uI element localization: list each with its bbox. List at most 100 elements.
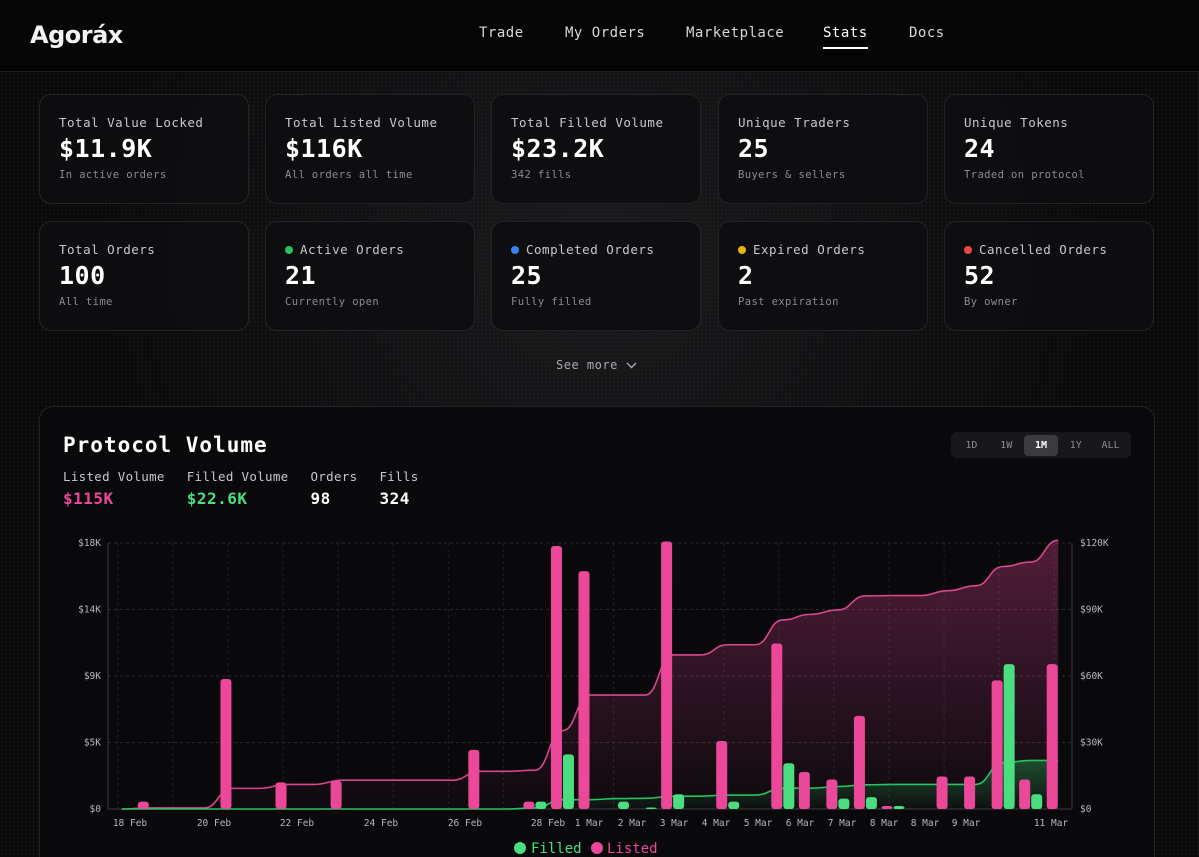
stat-label: Unique Tokens [964,115,1069,130]
y-tick-label-left: $18K [78,538,101,549]
expired-status-dot-icon [738,245,746,254]
stat-value: 24 [964,134,996,163]
stat-subtext: Past expiration [738,296,839,308]
stat-subtext: Buyers & sellers [738,169,846,181]
nav-my-orders[interactable]: My Orders [565,25,646,41]
stat-value: $116K [285,134,363,163]
listed-bar [1046,664,1058,809]
agorax-logo[interactable]: Agoráx [30,20,123,50]
time-range-selector: 1D 1W 1M 1Y ALL [951,432,1131,458]
cumulative-filled-line [121,759,1059,810]
filled-bar [645,807,657,809]
stat-subtext: All time [59,296,113,308]
listed-bar [550,545,562,809]
range-all-button[interactable]: ALL [1101,439,1120,451]
range-1w-button[interactable]: 1W [1000,439,1013,451]
listed-bar [330,780,342,809]
range-1y-button[interactable]: 1Y [1069,439,1082,451]
range-1m-button[interactable]: 1M [1023,434,1059,456]
stat-subtext: Fully filled [511,296,592,308]
x-tick-label: 22 Feb [280,818,315,829]
metric-label: Orders [310,469,358,484]
x-tick-label: 3 Mar [660,818,689,829]
listed-bar [964,776,976,809]
x-tick-label: 7 Mar [828,818,857,829]
listed-bar [853,715,865,809]
stat-card-unique-tokens: Unique Tokens 24 Traded on protocol [944,94,1154,204]
metric-value: 324 [379,489,410,508]
metric-label: Fills [379,469,419,484]
stat-subtext: Traded on protocol [964,169,1085,181]
stat-label: Expired Orders [753,242,866,257]
x-tick-label: 2 Mar [618,818,647,829]
listed-bar [1019,779,1031,809]
stat-card-cancelled-orders: Cancelled Orders 52 By owner [944,221,1154,331]
active-status-dot-icon [285,245,293,254]
nav-marketplace[interactable]: Marketplace [686,25,785,41]
metric-value: $115K [63,489,114,508]
nav-docs[interactable]: Docs [909,25,945,41]
listed-bar [771,643,783,809]
stat-value: 2 [738,261,754,290]
x-tick-label: 18 Feb [113,818,148,829]
x-tick-label: 5 Mar [744,818,773,829]
filled-bar [562,754,574,809]
chevron-down-icon [626,362,637,368]
range-1d-button[interactable]: 1D [965,439,978,451]
completed-status-dot-icon [511,245,519,254]
x-tick-label: 24 Feb [364,818,399,829]
listed-bar [137,801,149,809]
stat-subtext: In active orders [59,169,167,181]
y-tick-label-left: $0 [90,804,102,815]
see-more-button[interactable]: See more [556,358,637,372]
stat-card-completed-orders: Completed Orders 25 Fully filled [491,221,701,331]
listed-bar [468,749,480,809]
x-tick-label: 8 Mar [911,818,940,829]
filled-bar [535,801,547,809]
cancelled-status-dot-icon [964,245,972,254]
listed-bar [661,541,673,809]
x-tick-label: 28 Feb [531,818,566,829]
metric-filled-volume: Filled Volume $22.6K [187,469,289,508]
stat-label: Total Listed Volume [285,115,438,130]
stat-subtext: Currently open [285,296,380,308]
listed-bar [578,571,590,809]
filled-bar [1031,794,1043,809]
stat-subtext: By owner [964,296,1018,308]
y-tick-label-right: $30K [1080,738,1103,749]
listed-bar [798,772,810,809]
metric-orders: Orders 98 [310,469,357,508]
legend-filled-label: Filled [531,841,582,857]
nav-trade[interactable]: Trade [479,25,524,41]
stat-value: 100 [59,261,106,290]
listed-bar [826,779,838,809]
metric-value: 98 [310,489,331,508]
filled-bar [673,794,685,809]
stat-subtext: 342 fills [511,169,572,181]
x-tick-label: 8 Mar [870,818,899,829]
nav-stats[interactable]: Stats [823,25,868,49]
x-tick-label: 9 Mar [952,818,981,829]
stat-label: Unique Traders [738,115,851,130]
cumulative-filled-area [121,760,1059,809]
x-tick-label: 26 Feb [448,818,483,829]
see-more-label: See more [556,358,618,372]
filled-bar [618,801,630,809]
filled-bar [865,797,877,809]
y-tick-label-right: $0 [1080,804,1092,815]
panel-title: Protocol Volume [63,433,268,457]
stat-label: Completed Orders [526,242,655,257]
stat-card-total-listed-volume: Total Listed Volume $116K All orders all… [265,94,475,204]
y-tick-label-left: $14K [78,605,101,616]
listed-bar [275,782,287,809]
legend-filled-swatch-icon [514,842,526,854]
stat-value: 25 [738,134,770,163]
filled-bar [728,801,740,809]
metric-value: $22.6K [186,489,248,508]
stat-value: $11.9K [59,134,153,163]
volume-metrics: Listed Volume $115K Filled Volume $22.6K… [63,469,441,508]
legend-listed-swatch-icon [591,842,603,854]
filled-bar [838,798,850,809]
stat-value: $23.2K [511,134,605,163]
